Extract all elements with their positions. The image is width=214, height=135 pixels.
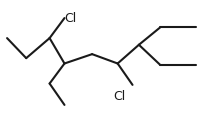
Text: Cl: Cl xyxy=(64,12,77,25)
Text: Cl: Cl xyxy=(113,90,126,103)
